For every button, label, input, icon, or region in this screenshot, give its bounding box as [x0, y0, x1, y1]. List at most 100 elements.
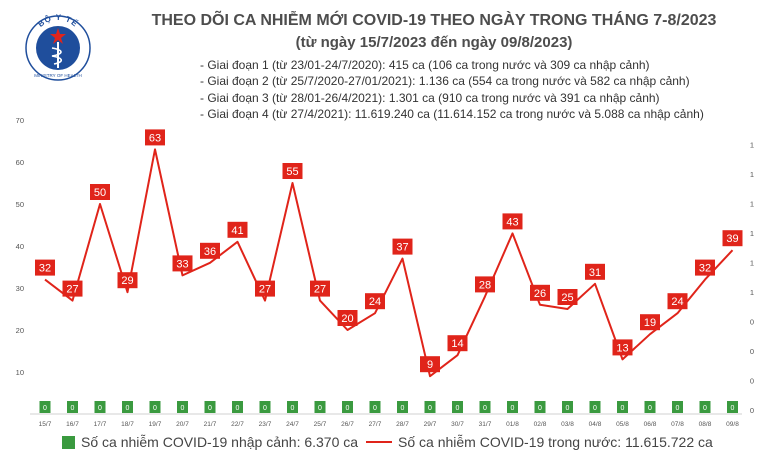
- x-tick-label: 28/7: [396, 421, 409, 428]
- bar-import: [39, 401, 51, 413]
- ministry-of-health-logo: BỘ Y TẾ MINISTRY OF HEALTH: [25, 13, 91, 81]
- bar-import: [452, 401, 463, 413]
- x-tick-label: 15/7: [39, 421, 52, 428]
- chart-subtitle: (từ ngày 15/7/2023 đến ngày 09/8/2023): [295, 34, 573, 51]
- bar-import: [672, 401, 683, 413]
- bar-label-import: 0: [731, 405, 735, 412]
- bar-import: [507, 401, 518, 413]
- bar-import: [479, 401, 491, 413]
- bar-import: [314, 401, 326, 413]
- data-label: 41: [231, 225, 243, 237]
- phase-summary-item: - Giai đoạn 4 (từ 27/4/2021): 11.619.240…: [200, 106, 704, 121]
- bar-label-import: 0: [401, 405, 405, 412]
- x-tick-label: 31/7: [479, 421, 492, 428]
- x-tick-label: 27/7: [369, 421, 382, 428]
- data-label: 55: [286, 166, 298, 178]
- x-tick-label: 08/8: [699, 421, 712, 428]
- chart-legend: Số ca nhiễm COVID-19 nhập cảnh: 6.370 ca…: [0, 432, 768, 456]
- bar-label-import: 0: [346, 405, 350, 412]
- bar-import: [122, 401, 133, 413]
- phase-summary-item: - Giai đoạn 2 (từ 25/7/2020-27/01/2021):…: [200, 74, 690, 89]
- y-tick-label: 10: [16, 368, 24, 377]
- bar-label-import: 0: [291, 405, 295, 412]
- bar-label-import: 0: [71, 405, 75, 412]
- x-tick-label: 16/7: [66, 421, 79, 428]
- bar-label-import: 0: [153, 405, 157, 412]
- bar-import: [617, 401, 628, 413]
- x-tick-label: 17/7: [94, 421, 107, 428]
- data-label: 13: [616, 342, 628, 354]
- data-label: 32: [699, 263, 711, 275]
- y-tick-label: 50: [16, 200, 24, 209]
- bar-label-import: 0: [703, 405, 707, 412]
- y-tick-label: 70: [16, 116, 24, 125]
- bar-import: [397, 401, 408, 413]
- data-label: 24: [671, 296, 683, 308]
- phase-summary-list: - Giai đoạn 1 (từ 23/01-24/7/2020): 415 …: [200, 57, 760, 122]
- data-label: 43: [506, 216, 518, 228]
- x-tick-label: 21/7: [204, 421, 217, 428]
- data-label-box: [35, 259, 55, 276]
- right-tick-label: 1: [750, 288, 754, 297]
- data-label-box: [200, 242, 220, 259]
- data-label: 28: [479, 279, 491, 291]
- data-label: 26: [534, 288, 546, 300]
- phase-summary-item: - Giai đoạn 3 (từ 28/01-26/4/2021): 1.30…: [200, 90, 660, 105]
- x-tick-label: 06/8: [644, 421, 657, 428]
- data-label: 25: [561, 292, 573, 304]
- bar-label-import: 0: [483, 405, 487, 412]
- y-tick-label: 60: [16, 158, 24, 167]
- data-label-box: [62, 280, 83, 297]
- data-label: 50: [94, 187, 106, 199]
- data-label-box: [502, 213, 523, 230]
- bar-import: [94, 401, 106, 413]
- bar-label-import: 0: [208, 405, 212, 412]
- bar-label-import: 0: [511, 405, 515, 412]
- x-tick-label: 20/7: [176, 421, 189, 428]
- bar-label-import: 0: [456, 405, 460, 412]
- data-label: 63: [149, 132, 161, 144]
- data-label-box: [475, 276, 495, 293]
- bar-import: [67, 401, 78, 413]
- data-label: 9: [427, 359, 433, 371]
- bar-label-import: 0: [98, 405, 102, 412]
- data-label-box: [640, 314, 660, 331]
- bar-import: [177, 401, 188, 413]
- bar-label-import: 0: [263, 405, 267, 412]
- right-tick-label: 0: [750, 347, 754, 356]
- data-label: 36: [204, 246, 216, 258]
- legend-label-import: Số ca nhiễm COVID-19 nhập cảnh: 6.370 ca: [81, 434, 359, 450]
- daily-cases-chart: 10 20 30 40 50 60 70 0 0 0 0 1 1 1 1 1 1 15/7 16/7 17/7 18/7…: [16, 116, 754, 428]
- legend-swatch-domestic: [366, 441, 392, 443]
- data-label-box: [447, 335, 468, 352]
- data-label-box: [117, 272, 138, 289]
- data-label: 32: [39, 263, 51, 275]
- bar-import: [204, 401, 216, 413]
- data-label: 29: [121, 275, 133, 287]
- bar-label-import: 0: [538, 405, 542, 412]
- x-tick-label: 26/7: [341, 421, 354, 428]
- x-tick-label: 18/7: [121, 421, 134, 428]
- bar-import: [369, 401, 381, 413]
- data-label-box: [337, 310, 358, 326]
- data-label-box: [310, 280, 330, 297]
- logo-bottom-text: MINISTRY OF HEALTH: [34, 73, 82, 78]
- x-tick-label: 03/8: [561, 421, 574, 428]
- x-tick-label: 29/7: [424, 421, 437, 428]
- bar-import: [424, 401, 436, 413]
- data-label-box: [392, 238, 413, 255]
- bar-label-import: 0: [648, 405, 652, 412]
- bar-import: [259, 401, 271, 413]
- x-tick-label: 07/8: [671, 421, 684, 428]
- x-tick-label: 24/7: [286, 421, 299, 428]
- data-label-box: [227, 221, 248, 238]
- data-label-box: [90, 184, 110, 200]
- data-label-box: [420, 356, 440, 373]
- y-tick-label: 40: [16, 242, 24, 251]
- bar-label-import: 0: [566, 405, 570, 412]
- bar-label-import: 0: [373, 405, 377, 412]
- right-tick-label: 1: [750, 229, 754, 238]
- right-tick-label: 0: [750, 377, 754, 386]
- legend-label-domestic: Số ca nhiễm COVID-19 trong nước: 11.615.…: [398, 434, 713, 450]
- data-label: 27: [314, 284, 326, 296]
